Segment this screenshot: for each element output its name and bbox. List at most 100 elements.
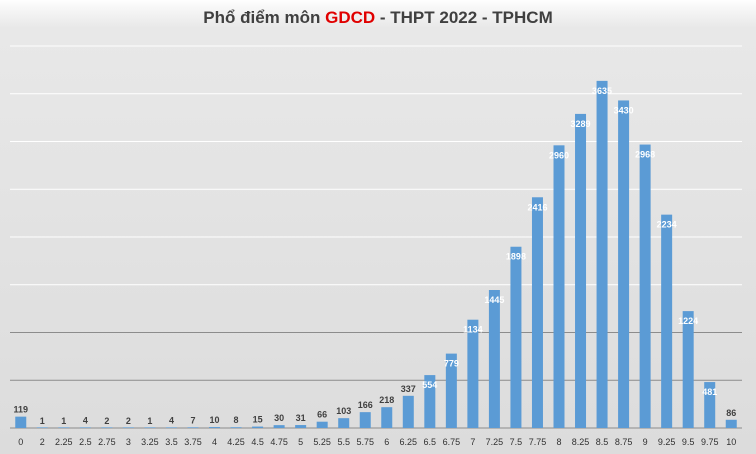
data-label: 2960 xyxy=(549,150,569,160)
data-label: 4 xyxy=(169,416,174,426)
bar xyxy=(424,375,436,428)
chart-title: Phổ điểm môn GDCD - THPT 2022 - TPHCM xyxy=(0,8,756,28)
chart-title-highlight: GDCD xyxy=(325,8,376,27)
bar xyxy=(273,425,285,428)
x-tick-label: 3 xyxy=(126,437,131,447)
x-tick-label: 6.25 xyxy=(400,437,418,447)
data-label: 7 xyxy=(190,415,195,425)
data-label: 66 xyxy=(317,410,327,420)
bar xyxy=(531,197,543,428)
x-tick-label: 3.25 xyxy=(141,437,159,447)
bar xyxy=(704,382,716,428)
bar xyxy=(165,427,177,428)
bar xyxy=(682,311,694,428)
data-label: 1134 xyxy=(463,325,483,335)
data-label: 1898 xyxy=(506,252,526,262)
data-label: 1 xyxy=(147,416,152,426)
bar xyxy=(209,427,221,428)
x-tick-label: 4 xyxy=(212,437,217,447)
data-label: 119 xyxy=(13,405,28,415)
data-label: 2234 xyxy=(657,220,677,230)
bar xyxy=(79,427,91,428)
data-label: 2 xyxy=(104,416,109,426)
bar xyxy=(402,395,414,428)
x-tick-label: 8 xyxy=(556,437,561,447)
data-label: 218 xyxy=(379,395,394,405)
data-label: 2968 xyxy=(635,150,655,160)
data-label: 3635 xyxy=(592,86,612,96)
bar xyxy=(359,412,371,428)
bar xyxy=(36,427,48,428)
bar xyxy=(295,425,307,428)
bar xyxy=(510,246,522,428)
data-label: 166 xyxy=(358,400,373,410)
x-tick-label: 7.75 xyxy=(529,437,547,447)
x-tick-label: 7 xyxy=(470,437,475,447)
data-label: 1224 xyxy=(678,316,698,326)
data-label: 481 xyxy=(702,387,717,397)
x-tick-label: 5.5 xyxy=(337,437,350,447)
bar xyxy=(338,418,350,428)
bar xyxy=(101,427,113,428)
data-label: 30 xyxy=(274,413,284,423)
bar xyxy=(316,421,328,428)
x-tick-label: 6 xyxy=(384,437,389,447)
bar xyxy=(445,353,457,428)
bar xyxy=(596,80,608,429)
bar xyxy=(230,427,242,428)
bar xyxy=(144,427,156,428)
bar xyxy=(639,144,651,428)
x-tick-label: 9.25 xyxy=(658,437,676,447)
x-tick-label: 5.25 xyxy=(313,437,331,447)
data-label: 8 xyxy=(234,415,239,425)
x-tick-label: 4.75 xyxy=(270,437,288,447)
data-label: 1445 xyxy=(484,295,504,305)
bar xyxy=(122,427,134,428)
x-tick-label: 7.5 xyxy=(510,437,523,447)
data-label: 31 xyxy=(296,413,306,423)
x-tick-label: 9.75 xyxy=(701,437,719,447)
x-tick-label: 8.5 xyxy=(596,437,609,447)
data-label: 10 xyxy=(210,415,220,425)
x-tick-label: 9 xyxy=(643,437,648,447)
x-tick-label: 2.75 xyxy=(98,437,116,447)
x-tick-label: 6.5 xyxy=(424,437,437,447)
data-label: 86 xyxy=(726,408,736,418)
bar xyxy=(15,416,27,428)
data-label: 3289 xyxy=(571,119,591,129)
chart-title-prefix: Phổ điểm môn xyxy=(203,8,326,27)
data-label: 15 xyxy=(253,415,263,425)
x-tick-label: 4.5 xyxy=(251,437,264,447)
x-tick-label: 2.25 xyxy=(55,437,73,447)
x-tick-label: 9.5 xyxy=(682,437,695,447)
bar xyxy=(187,427,199,428)
data-label: 337 xyxy=(401,384,416,394)
x-tick-label: 5 xyxy=(298,437,303,447)
bar xyxy=(661,214,673,428)
x-tick-label: 2 xyxy=(40,437,45,447)
data-label: 1 xyxy=(40,416,45,426)
bar xyxy=(553,145,565,428)
data-label: 554 xyxy=(422,380,437,390)
data-label: 4 xyxy=(83,416,88,426)
x-tick-label: 3.75 xyxy=(184,437,202,447)
bar xyxy=(58,427,70,428)
data-label: 1 xyxy=(61,416,66,426)
x-tick-label: 2.5 xyxy=(79,437,92,447)
bar xyxy=(618,100,630,428)
bar xyxy=(467,319,479,428)
x-tick-label: 5.75 xyxy=(356,437,374,447)
chart-title-suffix: - THPT 2022 - TPHCM xyxy=(375,8,553,27)
data-label: 103 xyxy=(336,406,351,416)
bar xyxy=(252,426,264,428)
bar xyxy=(488,290,500,428)
x-tick-label: 3.5 xyxy=(165,437,178,447)
data-label: 779 xyxy=(444,359,459,369)
x-tick-label: 7.25 xyxy=(486,437,504,447)
x-tick-label: 4.25 xyxy=(227,437,245,447)
bar xyxy=(575,113,587,429)
data-label: 3430 xyxy=(614,105,634,115)
x-tick-label: 8.25 xyxy=(572,437,590,447)
